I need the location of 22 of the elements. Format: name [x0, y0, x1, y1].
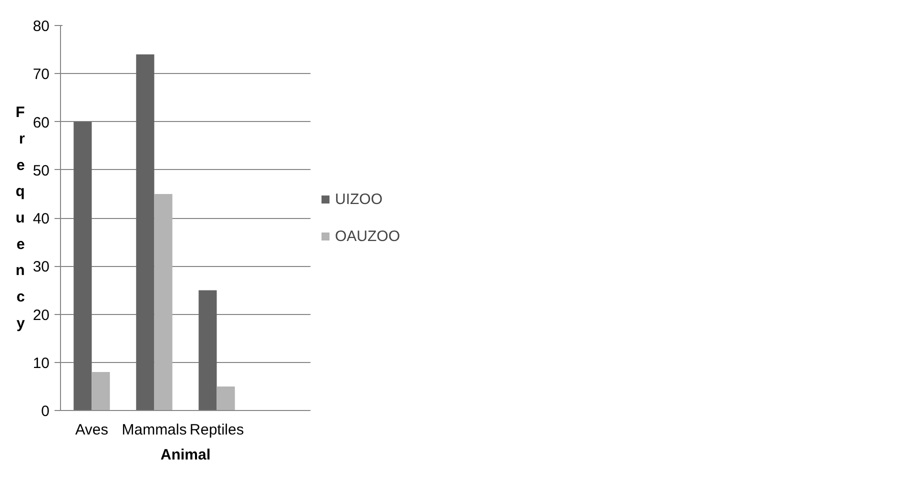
y-tick-label: 0 — [41, 403, 50, 420]
bar — [154, 194, 172, 410]
y-tick-label: 60 — [32, 114, 50, 132]
bar — [198, 290, 217, 410]
y-tick-label: 30 — [32, 258, 50, 276]
text: Frequency — [16, 104, 25, 332]
legend-label: UIZOO — [335, 190, 382, 208]
x-tick-label: Aves — [75, 422, 108, 438]
bar — [74, 122, 92, 410]
x-tick-label: Mammals — [122, 422, 187, 438]
x-axis-title: Animal — [160, 446, 211, 464]
y-tick-label: 80 — [32, 18, 50, 35]
y-tick-label: 20 — [32, 306, 50, 324]
bar — [92, 372, 110, 410]
legend-label: OAUZOO — [335, 228, 400, 244]
x-tick-label: Reptiles — [190, 422, 244, 438]
bar — [216, 386, 235, 410]
y-tick-label: 70 — [32, 66, 50, 84]
y-tick-label: 40 — [32, 210, 50, 228]
bar — [136, 54, 154, 410]
y-tick-label: 10 — [32, 354, 50, 372]
y-tick-label: 50 — [32, 162, 50, 180]
